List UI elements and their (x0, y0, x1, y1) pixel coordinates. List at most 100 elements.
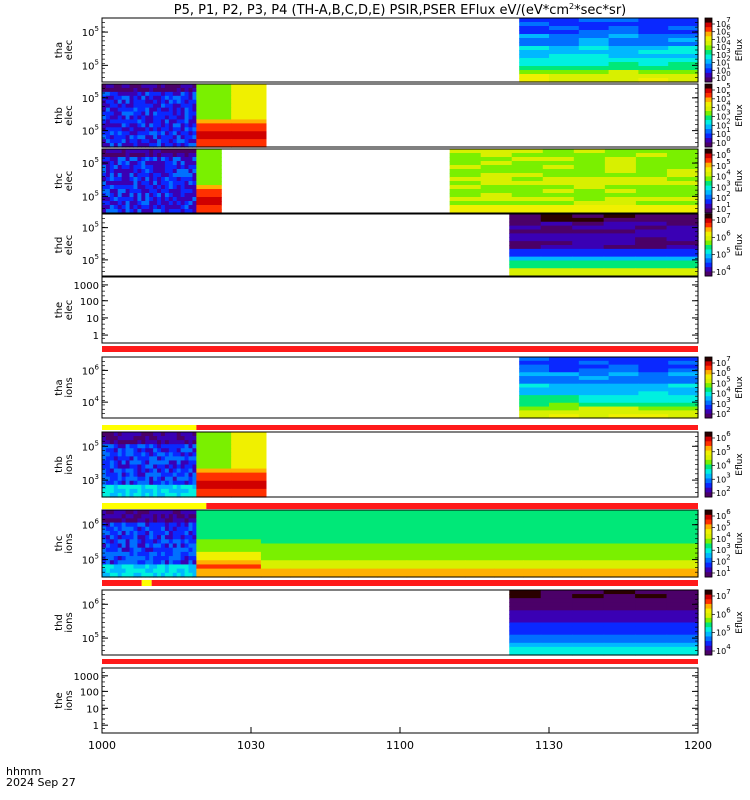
spectrogram-cell (121, 484, 127, 490)
spectrogram-cell (164, 103, 170, 109)
spectrogram-cell (137, 84, 142, 89)
spectrogram-cell (137, 568, 142, 574)
colorbar-tick-label: 103 (716, 109, 731, 122)
spectrogram-cell (581, 556, 612, 561)
spectrogram-cell (160, 173, 166, 178)
spectrogram-cell (668, 379, 699, 385)
spectrogram-cell (573, 161, 606, 166)
spectrogram-cell (117, 440, 123, 445)
spectrogram-cell (145, 95, 150, 101)
spectrogram-cell (519, 391, 550, 396)
spectrogram-cell (519, 368, 550, 373)
spectrogram-cell (188, 484, 194, 490)
spectrogram-cell (113, 201, 119, 206)
spectrogram-cell (638, 22, 669, 27)
spectrogram-cell (603, 233, 636, 238)
spectrogram-cell (145, 460, 150, 466)
spectrogram-cell (105, 153, 111, 158)
spectrogram-cell (149, 514, 154, 519)
colorbar-tick-label: 106 (716, 508, 731, 521)
spectrogram-cell (117, 468, 123, 474)
spectrogram-cell (125, 185, 131, 190)
spectrogram-cell (113, 522, 119, 528)
spectrogram-cell (117, 135, 123, 140)
spectrogram-cell (129, 568, 135, 574)
spectrogram-cell (109, 436, 115, 441)
spectrogram-cell (176, 556, 182, 561)
spectrogram-cell (509, 618, 542, 624)
spectrogram-cell (180, 157, 186, 162)
spectrogram-cell (572, 237, 605, 242)
spectrogram-cell (133, 444, 138, 449)
spectrogram-cell (519, 387, 550, 392)
spectrogram-cell (133, 119, 138, 124)
spectrogram-cell (192, 514, 197, 519)
spectrogram-cell (192, 488, 197, 494)
spectrogram-cell (133, 127, 138, 132)
spectrogram-cell (168, 177, 174, 182)
spectrogram-cell (668, 556, 699, 561)
spectrogram-cell (149, 543, 154, 549)
spectrogram-cell (129, 177, 135, 182)
spectrogram-cell (157, 535, 162, 540)
spectrogram-cell (164, 572, 170, 578)
spectrogram-cell (145, 480, 150, 486)
spectrogram-cell (572, 272, 605, 277)
colorbar-tick-label: 102 (716, 55, 731, 68)
spectrogram-cell (172, 127, 178, 132)
spectrogram-cell (260, 526, 291, 532)
spectrogram-cell (129, 201, 135, 206)
spectrogram-cell (540, 260, 573, 265)
spectrogram-cell (157, 488, 162, 494)
spectrogram-cell (176, 444, 182, 449)
spectrogram-cell (180, 460, 186, 466)
spectrogram-cell (639, 514, 670, 519)
spectrogram-cell (519, 410, 550, 415)
spectrogram-cell (666, 205, 699, 210)
spectrogram-cell (231, 440, 267, 445)
spectrogram-cell (105, 522, 111, 528)
spectrogram-cell (228, 518, 262, 524)
spectrogram-cell (149, 161, 154, 166)
spectrogram-cell (168, 173, 174, 178)
spectrogram-cell (113, 535, 119, 540)
spectrogram-cell (168, 518, 174, 524)
spectrogram-cell (125, 560, 131, 566)
spectrogram-cell (113, 452, 119, 457)
spectrogram-cell (117, 139, 123, 144)
spectrogram-cell (449, 177, 482, 182)
spectrogram-cell (129, 185, 135, 190)
spectrogram-cell (184, 143, 190, 148)
spectrogram-cell (129, 161, 135, 166)
spectrogram-cell (121, 95, 127, 101)
spectrogram-cell (149, 484, 154, 490)
spectrogram-cell (137, 452, 142, 457)
spectrogram-cell (540, 634, 573, 640)
spectrogram-cell (188, 468, 194, 474)
spectrogram-cell (141, 452, 146, 457)
spectrogram-cell (192, 143, 197, 148)
spectrogram-cell (176, 514, 182, 519)
spectrogram-cell (121, 472, 127, 478)
spectrogram-cell (668, 522, 699, 528)
spectrogram-cell (168, 95, 174, 101)
spectrogram-cell (184, 115, 190, 121)
spectrogram-cell (509, 630, 542, 636)
spectrogram-cell (604, 161, 637, 166)
spectrogram-cell (578, 398, 610, 404)
spectrogram-cell (149, 560, 154, 566)
spectrogram-cell (511, 169, 544, 174)
spectrogram-cell (180, 149, 186, 154)
colorbar-tick-label: 100 (716, 135, 731, 148)
spectrogram-cell (145, 484, 150, 490)
spectrogram-cell (180, 464, 186, 470)
spectrogram-cell (172, 472, 178, 478)
spectrogram-cell (184, 440, 190, 445)
spectrogram-cell (188, 535, 194, 540)
spectrogram-cell (164, 91, 170, 97)
spectrogram-cell (196, 131, 232, 136)
spectrogram-cell (581, 535, 612, 540)
spectrogram-cell (549, 30, 580, 35)
spectrogram-cell (157, 568, 162, 574)
spectrogram-cell (192, 539, 197, 545)
